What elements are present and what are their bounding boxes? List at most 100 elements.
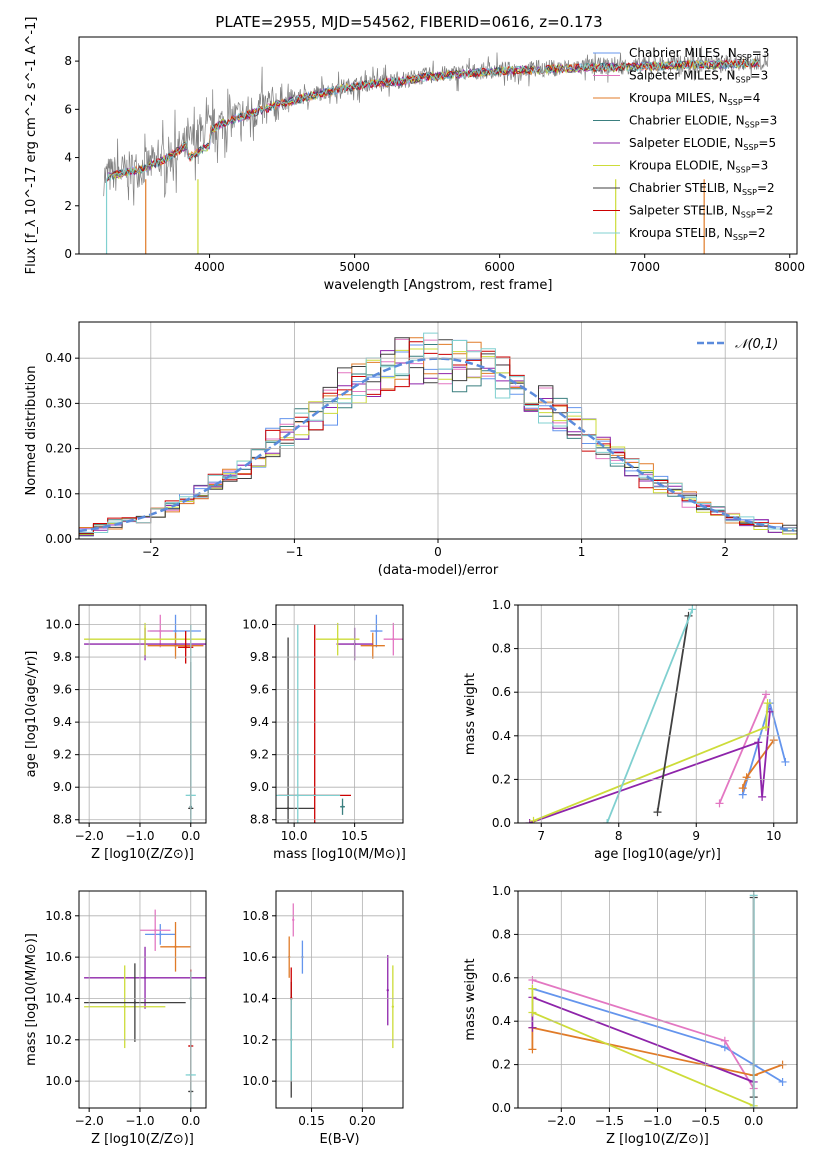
data-point — [143, 637, 147, 641]
x-tick-label: 7 — [537, 829, 545, 843]
weight-marker — [763, 699, 772, 708]
x-tick-label: 4000 — [194, 260, 225, 274]
age-vs-mass-panel: 10.0 10.5 8.8 9.0 9.2 9.4 9.6 9.8 10.0 mass [log1… — [242, 604, 406, 862]
weight-line — [531, 988, 755, 1107]
y-tick-label: 4 — [64, 151, 72, 165]
data-point — [386, 989, 389, 992]
y-tick-label: 9.0 — [250, 780, 269, 794]
x-tick-label: 0.20 — [349, 1114, 376, 1128]
weight-marker — [688, 605, 697, 614]
data-point — [341, 805, 344, 808]
histogram-panel: −2 −1 0 1 2 0.00 0.10 0.20 0.30 0.40 (data-model)/… — [24, 321, 798, 578]
x-tick-label: 0.0 — [181, 829, 200, 843]
y-tick-label: 0.0 — [492, 1101, 511, 1115]
mass-vs-extinction-panel: 0.15 0.20 10.0 10.2 10.4 10.6 10.8 E(B-V) — [242, 890, 404, 1147]
data-point — [391, 1005, 395, 1008]
y-tick-label: 2 — [64, 199, 72, 213]
plot-frame — [78, 36, 798, 255]
plot-area — [103, 45, 769, 254]
grid-lines — [79, 891, 206, 1108]
data-point — [174, 629, 177, 633]
grid-lines — [276, 891, 403, 1108]
legend-entry: Salpeter ELODIE, NSSP=5 — [629, 136, 776, 152]
x-tick-label: −2.0 — [75, 1114, 104, 1128]
y-axis-label: Normed distribution — [24, 366, 39, 496]
weight-marker — [738, 784, 747, 793]
weight-line — [606, 609, 694, 823]
plot-area — [84, 614, 206, 823]
weight-line — [656, 615, 690, 813]
data-point — [184, 646, 187, 649]
x-tick-label: 1 — [578, 545, 586, 559]
histogram-step — [79, 350, 797, 536]
x-tick-label: −2.0 — [547, 1114, 576, 1128]
weight-marker — [762, 723, 770, 732]
y-tick-label: 0.2 — [492, 1058, 511, 1072]
weight-marker — [529, 816, 538, 823]
x-tick-label: 10.5 — [341, 829, 368, 843]
legend-entry: 𝒩(0,1) — [735, 337, 778, 352]
x-tick-label: 7000 — [629, 260, 660, 274]
weight-vs-age-panel: 7 8 9 10 0.0 0.2 0.4 0.6 0.8 1.0 age [log10(age/yr… — [463, 598, 798, 862]
y-tick-label: 0.2 — [492, 772, 511, 786]
plot-frame — [78, 604, 207, 824]
grid-lines — [518, 604, 797, 824]
plot-frame — [517, 890, 798, 1109]
data-point — [154, 929, 157, 932]
plot-frame — [275, 890, 404, 1109]
y-tick-label: 10.6 — [45, 950, 72, 964]
x-axis-label: (data-model)/error — [378, 563, 499, 578]
y-tick-label: 9.0 — [53, 780, 72, 794]
x-tick-label: 0.15 — [298, 1114, 325, 1128]
x-axis-label: mass [log10(M/M⊙)] — [273, 847, 406, 862]
y-tick-label: 8.8 — [53, 813, 72, 827]
x-axis-label: Z [log10(Z/Z⊙)] — [91, 1132, 194, 1147]
spectrum-panel: 4000 5000 6000 7000 8000 0 2 4 6 8 wavelength [Ang… — [24, 17, 805, 293]
y-tick-label: 0 — [64, 247, 72, 261]
y-tick-label: 9.2 — [250, 748, 269, 762]
weight-marker — [653, 808, 662, 817]
x-axis-label: Z [log10(Z/Z⊙)] — [606, 1132, 709, 1147]
weight-marker — [778, 1077, 787, 1086]
data-point — [143, 976, 147, 979]
x-tick-label: 2 — [721, 545, 729, 559]
data-point — [159, 933, 162, 936]
x-tick-label: 8000 — [774, 260, 805, 274]
y-axis-label: mass [log10(M/M⊙)] — [24, 933, 39, 1066]
weight-marker — [715, 799, 724, 808]
grid-lines — [79, 322, 797, 540]
legend-entry: Chabrier STELIB, NSSP=2 — [629, 181, 775, 197]
x-tick-label: −2.0 — [75, 829, 104, 843]
y-axis-label: mass weight — [463, 673, 478, 755]
x-tick-label: 0.0 — [744, 1114, 763, 1128]
weight-marker — [603, 819, 612, 823]
legend-entry: Kroupa STELIB, NSSP=2 — [629, 226, 766, 242]
weight-line — [529, 711, 771, 823]
legend-entry: Kroupa ELODIE, NSSP=3 — [629, 159, 768, 175]
weight-marker — [762, 690, 770, 699]
y-tick-label: 0.30 — [45, 396, 72, 410]
y-tick-label: 0.10 — [45, 487, 72, 501]
weight-vs-metallicity-panel: −2.0 −1.5 −1.0 −0.5 0.0 0.0 0.2 0.4 0.6 0.8 1.0 Z [… — [463, 884, 798, 1147]
model-line — [106, 58, 760, 182]
y-tick-label: 10.6 — [242, 950, 269, 964]
weight-line — [532, 987, 784, 1083]
y-axis-label: age [log10(age/yr)] — [24, 651, 39, 778]
y-tick-label: 9.8 — [250, 650, 269, 664]
legend-entry: Chabrier MILES, NSSP=3 — [629, 46, 769, 62]
weight-marker — [720, 1036, 729, 1045]
x-tick-label: 5000 — [339, 260, 370, 274]
weight-line — [531, 1026, 783, 1077]
legend-entry: Salpeter STELIB, NSSP=2 — [629, 204, 773, 220]
plot-frame — [78, 321, 798, 540]
weight-marker — [754, 738, 763, 747]
y-tick-label: 8 — [64, 54, 72, 68]
plot-frame — [517, 604, 798, 824]
x-tick-label: −1.0 — [125, 1114, 154, 1128]
y-axis-label: mass weight — [463, 958, 478, 1040]
grid-lines — [276, 605, 403, 823]
weight-marker — [528, 1008, 537, 1017]
x-tick-label: −1.5 — [595, 1114, 624, 1128]
y-tick-label: 1.0 — [492, 598, 511, 612]
